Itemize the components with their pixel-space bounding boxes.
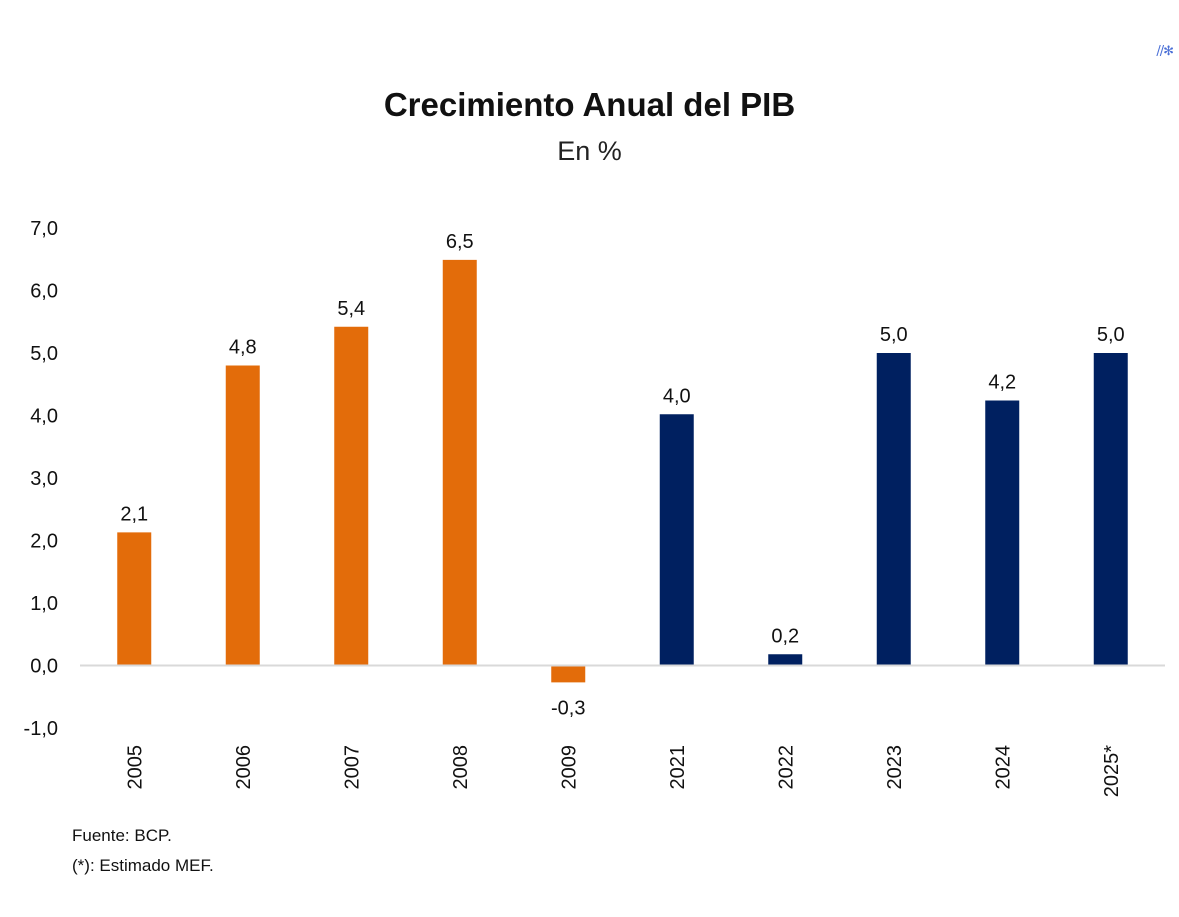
data-label: 0,2 <box>771 625 799 647</box>
bar-2009 <box>551 665 586 683</box>
estimate-note: (*): Estimado MEF. <box>72 856 214 875</box>
data-label: 2,1 <box>120 503 148 525</box>
x-tick-label: 2007 <box>341 745 363 790</box>
y-tick-label: -1,0 <box>24 718 58 740</box>
bar-2005 <box>117 532 152 666</box>
bar-2008 <box>442 259 477 666</box>
x-tick-label: 2008 <box>450 745 472 790</box>
data-label: -0,3 <box>551 697 585 719</box>
bar-2025-est <box>1093 353 1128 666</box>
chart-title: Crecimiento Anual del PIB <box>383 86 796 123</box>
y-tick-label: 4,0 <box>30 406 58 428</box>
y-tick-label: 7,0 <box>30 218 58 240</box>
data-label: 4,0 <box>663 385 691 407</box>
data-label: 4,8 <box>229 337 257 359</box>
x-tick-label: 2023 <box>884 745 906 790</box>
y-axis: -1,0 0,0 1,0 2,0 3,0 4,0 5,0 6,0 7,0 <box>24 218 58 740</box>
x-tick-label: 2025* <box>1101 745 1123 797</box>
y-tick-label: 0,0 <box>30 656 58 678</box>
y-tick-label: 1,0 <box>30 593 58 615</box>
data-label: 5,0 <box>1097 324 1125 346</box>
data-label: 5,0 <box>880 324 908 346</box>
x-tick-label: 2006 <box>233 745 255 790</box>
chart-subtitle: En % <box>557 136 622 166</box>
source-note: Fuente: BCP. <box>72 826 172 845</box>
x-tick-label: 2005 <box>124 745 146 790</box>
y-tick-label: 6,0 <box>30 281 58 303</box>
corner-mark-icon: //✻ <box>1156 44 1174 59</box>
data-labels: 2,1 4,8 5,4 6,5 -0,3 4,0 0,2 5,0 4,2 5,0 <box>120 231 1124 720</box>
bar-series <box>117 259 1128 683</box>
bar-2021 <box>659 414 694 666</box>
bar-2007 <box>334 326 369 666</box>
x-tick-label: 2009 <box>558 745 580 790</box>
x-tick-label: 2024 <box>992 745 1014 790</box>
bar-2006 <box>225 365 260 666</box>
bar-2024 <box>985 400 1020 666</box>
y-tick-label: 5,0 <box>30 343 58 365</box>
x-axis: 2005 2006 2007 2008 2009 2021 2022 2023 2024 2025… <box>124 745 1123 797</box>
bar-2022 <box>768 654 803 666</box>
x-tick-label: 2022 <box>775 745 797 790</box>
x-tick-label: 2021 <box>667 745 689 790</box>
y-tick-label: 3,0 <box>30 468 58 490</box>
data-label: 5,4 <box>337 298 365 320</box>
y-tick-label: 2,0 <box>30 531 58 553</box>
data-label: 4,2 <box>988 372 1016 394</box>
data-label: 6,5 <box>446 231 474 253</box>
bar-2023 <box>876 353 911 666</box>
